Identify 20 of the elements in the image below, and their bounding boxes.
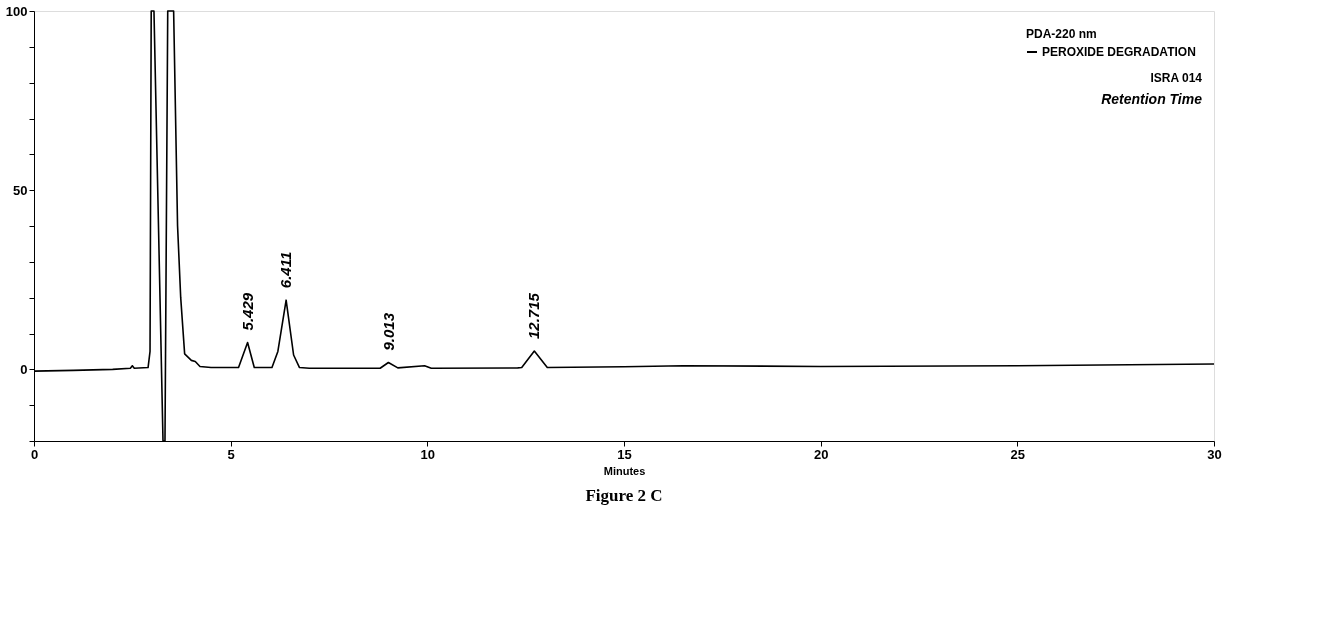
y-tick-label: 0 xyxy=(20,361,28,377)
x-tick-label: 10 xyxy=(420,446,436,462)
x-axis-title: Minutes xyxy=(603,464,646,477)
x-tick-label: 5 xyxy=(227,446,235,462)
text: Figure 2 C xyxy=(585,486,663,505)
legend-title: PDA-220 nm xyxy=(1026,27,1097,41)
annotation: ISRA 014 xyxy=(1150,71,1203,85)
annotation: 6.411 xyxy=(277,251,295,289)
annotation: 5.429 xyxy=(238,292,256,331)
x-tick-label: 30 xyxy=(1207,446,1222,462)
x-tick-label: 25 xyxy=(1010,446,1026,462)
annotation: 12.715 xyxy=(525,292,543,340)
x-tick-label: 15 xyxy=(617,446,632,462)
y-tick-label: 50 xyxy=(13,182,28,198)
x-tick-label: 20 xyxy=(813,446,829,462)
y-tick-label: 100 xyxy=(5,3,28,19)
legend-label: PEROXIDE DEGRADATION xyxy=(1042,45,1196,59)
annotation: Retention Time xyxy=(1101,91,1203,107)
x-tick-label: 0 xyxy=(30,446,39,462)
annotation: 9.013 xyxy=(379,312,397,351)
